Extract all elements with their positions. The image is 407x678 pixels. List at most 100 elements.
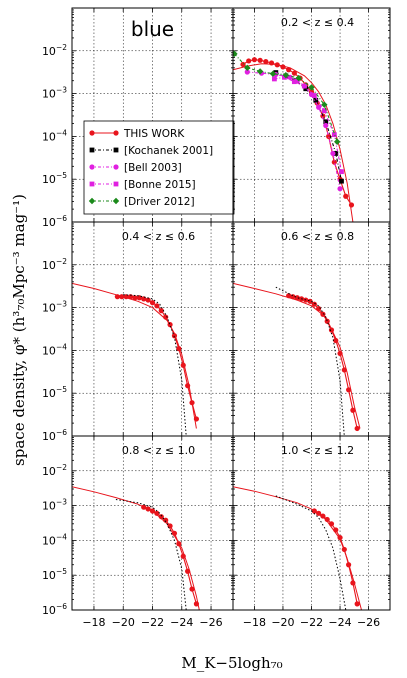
data-point <box>339 178 344 184</box>
series-group <box>72 486 200 610</box>
legend-marker <box>112 197 120 205</box>
data-point <box>333 138 341 145</box>
panel-title: 0.6 < z ≤ 0.8 <box>281 230 354 243</box>
x-tick-label: −20 <box>112 616 135 629</box>
panel-top-right: 0.2 < z ≤ 0.4 <box>232 7 391 223</box>
data-point <box>294 295 300 301</box>
y-tick-label: 10−3 <box>42 300 67 315</box>
data-point <box>257 57 263 63</box>
y-axis-label: space density, φ* (h³₇₀Mpc⁻³ mag⁻¹) <box>10 194 28 466</box>
legend-label: THIS WORK <box>123 128 185 140</box>
y-tick-label: 10−6 <box>42 602 67 617</box>
panel-title: 0.4 < z ≤ 0.6 <box>122 230 195 243</box>
legend-label: [Driver 2012] <box>124 196 195 208</box>
series-line <box>72 282 197 429</box>
data-point <box>271 76 277 82</box>
data-point <box>281 74 287 80</box>
data-point <box>251 57 258 63</box>
data-point <box>308 84 315 91</box>
series-line <box>274 76 343 172</box>
data-point <box>339 169 344 175</box>
series-line <box>275 495 347 610</box>
series-group <box>72 282 200 436</box>
data-point <box>269 70 277 78</box>
panel-title: 0.8 < z ≤ 1.0 <box>122 444 195 457</box>
series-line <box>233 486 362 610</box>
y-tick-label: 10−4 <box>42 532 67 547</box>
panel-top-left: blue THIS WORK [Kochanek 2001] [Bell 2003] [… <box>71 7 235 223</box>
y-tick-label: 10−3 <box>42 498 67 513</box>
data-point <box>301 83 307 89</box>
data-point <box>321 101 328 108</box>
series-line <box>117 296 197 420</box>
data-point <box>286 67 292 73</box>
data-point <box>263 58 269 65</box>
legend-marker <box>89 147 95 153</box>
x-tick-label: −24 <box>170 616 193 629</box>
legend-marker <box>113 130 119 136</box>
panel-bottom-right: 1.0 < z ≤ 1.2 <box>232 435 391 611</box>
y-tick-label: 10−6 <box>42 214 67 229</box>
data-point <box>343 193 349 199</box>
data-point <box>324 516 330 523</box>
series-group <box>233 50 355 222</box>
legend-marker <box>89 130 95 136</box>
legend-label: [Bonne 2015] <box>124 179 196 191</box>
legend-marker <box>89 164 95 170</box>
data-point <box>154 510 160 516</box>
y-tick-labels: 10−6 10−5 10−4 10−3 10−2 10−6 10−5 10−4 10−3 10−2… <box>42 43 67 617</box>
data-point <box>320 513 326 519</box>
data-point <box>189 586 195 592</box>
data-point <box>244 69 250 75</box>
data-point <box>331 132 337 138</box>
grid <box>72 436 233 611</box>
data-point <box>291 70 297 76</box>
data-point <box>244 64 251 72</box>
y-tick-label: 10−4 <box>42 342 67 357</box>
panels: blue THIS WORK [Kochanek 2001] [Bell 2003] [… <box>71 7 391 611</box>
data-point <box>321 108 327 114</box>
x-tick-label: −26 <box>199 616 222 629</box>
legend-marker <box>113 147 119 153</box>
panel-title: 1.0 < z ≤ 1.2 <box>281 444 354 457</box>
grid <box>233 436 390 611</box>
data-point <box>323 119 329 125</box>
y-tick-label: 10−3 <box>42 86 67 101</box>
x-tick-label: −18 <box>82 616 105 629</box>
data-point <box>282 71 290 79</box>
x-tick-label: −18 <box>243 616 266 629</box>
panel-middle-right: 0.6 < z ≤ 0.8 <box>232 221 391 437</box>
y-tick-label: 10−5 <box>42 385 67 400</box>
y-tick-label: 10−2 <box>42 43 67 58</box>
series-line <box>233 63 354 222</box>
y-tick-label: 10−5 <box>42 567 67 582</box>
data-point <box>256 68 264 75</box>
data-point <box>311 301 317 307</box>
data-point <box>350 407 356 413</box>
series-line <box>143 506 197 605</box>
legend-marker <box>113 164 119 170</box>
panel-middle-left: 0.4 < z ≤ 0.6 <box>71 221 234 437</box>
data-point <box>291 79 297 85</box>
data-point <box>337 535 343 541</box>
data-point <box>307 298 313 304</box>
legend: THIS WORK [Kochanek 2001] [Bell 2003] [Bonn… <box>83 120 235 215</box>
data-point <box>246 58 252 64</box>
series-group <box>233 486 362 610</box>
data-point <box>303 86 309 92</box>
data-point <box>158 308 164 314</box>
panel-bottom-left: 0.8 < z ≤ 1.0 <box>71 435 234 611</box>
x-axis-label: M_K−5logh₇₀ <box>181 654 282 672</box>
legend-label: [Bell 2003] <box>124 162 182 174</box>
panel-label: blue <box>131 17 174 41</box>
panel-title: 0.2 < z ≤ 0.4 <box>281 16 354 29</box>
data-point <box>333 151 339 156</box>
y-tick-label: 10−2 <box>42 463 67 478</box>
data-point <box>326 133 332 139</box>
data-point <box>354 601 360 607</box>
data-point <box>127 294 134 300</box>
x-tick-label: −26 <box>357 616 380 629</box>
series-line <box>233 282 361 429</box>
x-tick-label: −22 <box>141 616 164 629</box>
data-point <box>311 93 317 98</box>
